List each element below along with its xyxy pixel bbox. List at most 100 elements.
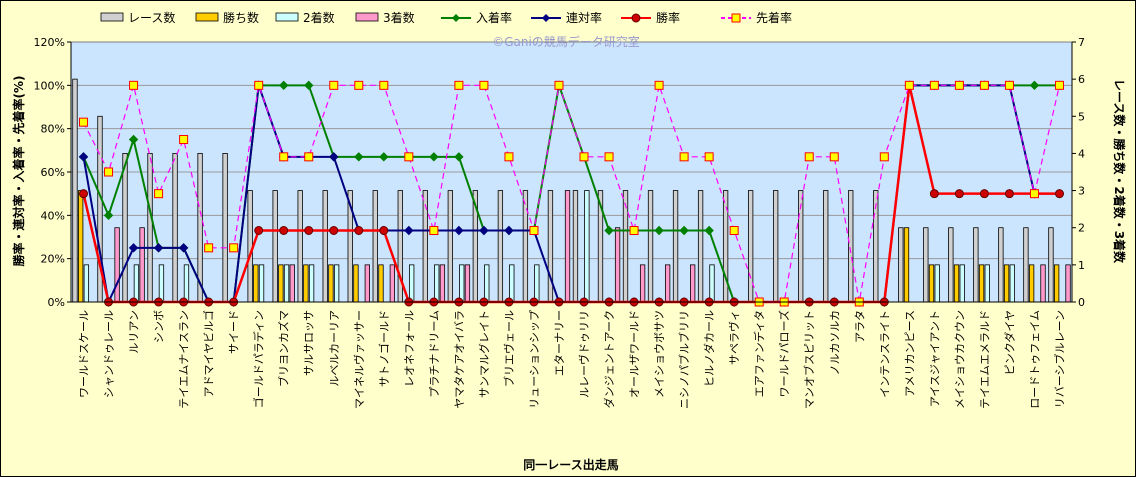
x-category-label: レオネフォール xyxy=(403,310,416,387)
x-axis-title: 同一レース出走馬 xyxy=(523,457,618,472)
bar-2 xyxy=(1009,264,1015,303)
bar-1 xyxy=(1028,264,1035,303)
x-category-label: シャンドゥレール xyxy=(103,310,116,398)
x-category-label: サペラヴィ xyxy=(727,310,741,365)
legend-label: レース数 xyxy=(128,10,175,25)
y-right-tick-label: 6 xyxy=(1078,73,1085,86)
x-category-label: インテンスライト xyxy=(878,310,891,398)
x-category-label: ブリエヴェール xyxy=(502,310,516,387)
x-category-label: サルサロッサ xyxy=(303,310,316,376)
point-3 xyxy=(229,243,239,253)
bar-2 xyxy=(283,264,290,303)
bar-3 xyxy=(564,190,571,303)
bar-2 xyxy=(333,264,340,303)
bar-3 xyxy=(389,264,396,303)
bar-0 xyxy=(672,190,679,303)
point-1 xyxy=(178,243,189,253)
point-3 xyxy=(904,80,914,90)
point-2 xyxy=(929,189,939,199)
point-3 xyxy=(804,152,814,162)
bar-0 xyxy=(622,190,629,303)
bar-0 xyxy=(747,190,754,303)
bar-0 xyxy=(572,190,579,303)
point-3 xyxy=(1029,189,1039,199)
point-0 xyxy=(679,225,689,236)
bar-3 xyxy=(614,227,621,303)
legend-label: 2着数 xyxy=(303,10,335,25)
x-category-label: サイード xyxy=(228,310,241,354)
bar-2 xyxy=(534,264,540,303)
bar-2 xyxy=(183,264,190,303)
x-category-label: エターナリー xyxy=(553,310,566,376)
bar-0 xyxy=(272,190,278,303)
watermark: ©Ganiの競馬データ研究室 xyxy=(492,34,640,49)
bar-0 xyxy=(948,227,954,303)
x-category-label: オールザワールド xyxy=(628,310,641,398)
y-axis-right-title: レース数・勝ち数・2着数・3着数 xyxy=(1112,79,1127,264)
y-right-tick-label: 0 xyxy=(1078,296,1085,309)
x-category-label: ルベルカーリア xyxy=(328,310,341,387)
y-left-tick-label: 60% xyxy=(41,166,65,179)
x-category-label: ピンクダイヤ xyxy=(1002,310,1016,375)
axes: 0% 20% 40% 60% 80% 100% 120% 0 1 2 3 4 5 6 7 ワールドスケール シャ… xyxy=(34,36,1085,409)
point-3 xyxy=(1004,80,1014,90)
point-1 xyxy=(454,225,464,236)
bar-2 xyxy=(459,264,465,303)
x-category-label: ヤマタケアオイバラ xyxy=(453,310,466,409)
legend-swatch xyxy=(100,12,124,22)
bar-2 xyxy=(308,264,315,303)
point-3 xyxy=(829,152,839,162)
bar-0 xyxy=(1023,227,1029,303)
bar-3 xyxy=(439,264,446,303)
bar-2 xyxy=(434,264,440,303)
point-3 xyxy=(379,80,389,90)
legend-marker xyxy=(452,14,460,22)
x-category-label: ゴールドパラディン xyxy=(252,310,266,408)
bar-2 xyxy=(584,190,590,303)
bar-1 xyxy=(1053,264,1060,303)
legend: レース数 勝ち数 2着数 3着数 入着率 連対率 勝率 先着率 xyxy=(100,10,792,25)
line-series-3 xyxy=(82,82,1061,303)
legend-swatch xyxy=(355,12,379,22)
point-3 xyxy=(454,80,464,90)
bar-0 xyxy=(998,227,1004,303)
bar-0 xyxy=(72,78,78,303)
x-category-label: シンボ xyxy=(153,310,166,343)
legend-label: 勝ち数 xyxy=(223,10,259,25)
x-category-label: プラチナドリーム xyxy=(428,310,441,398)
bar-0 xyxy=(848,190,854,303)
legend-swatch xyxy=(195,12,219,22)
point-2 xyxy=(354,226,364,235)
point-3 xyxy=(1054,80,1064,90)
bar-0 xyxy=(722,190,729,303)
y-left-tick-label: 100% xyxy=(34,79,65,92)
x-category-label: マイネルヴァッサー xyxy=(352,310,366,409)
y-right-tick-label: 1 xyxy=(1078,259,1085,272)
y-left-tick-label: 80% xyxy=(41,123,65,136)
bar-0 xyxy=(773,190,779,303)
bar-0 xyxy=(247,190,253,303)
point-3 xyxy=(629,226,639,235)
bar-2 xyxy=(484,264,490,303)
legend-label: 3着数 xyxy=(383,10,415,25)
bar-0 xyxy=(522,190,529,303)
x-category-label: アドマイヤビルゴ xyxy=(202,310,216,397)
bar-3 xyxy=(464,264,471,303)
bar-0 xyxy=(823,190,829,303)
point-2 xyxy=(254,226,264,235)
point-1 xyxy=(479,225,489,236)
point-3 xyxy=(479,80,489,90)
point-1 xyxy=(329,152,339,162)
y-axis-left-title: 勝率・連対率・入着率・先着率(%) xyxy=(11,76,26,267)
x-category-label: ニシノパブルブリリ xyxy=(677,310,691,409)
point-3 xyxy=(504,152,514,162)
legend-swatch xyxy=(275,12,299,22)
point-0 xyxy=(704,225,714,236)
legend-marker xyxy=(631,13,641,23)
bar-3 xyxy=(139,227,145,303)
bar-1 xyxy=(978,264,985,303)
point-3 xyxy=(704,152,714,162)
point-0 xyxy=(604,225,614,236)
x-category-label: ノルカソルカ xyxy=(828,310,841,375)
y-right-tick-label: 5 xyxy=(1078,110,1085,123)
